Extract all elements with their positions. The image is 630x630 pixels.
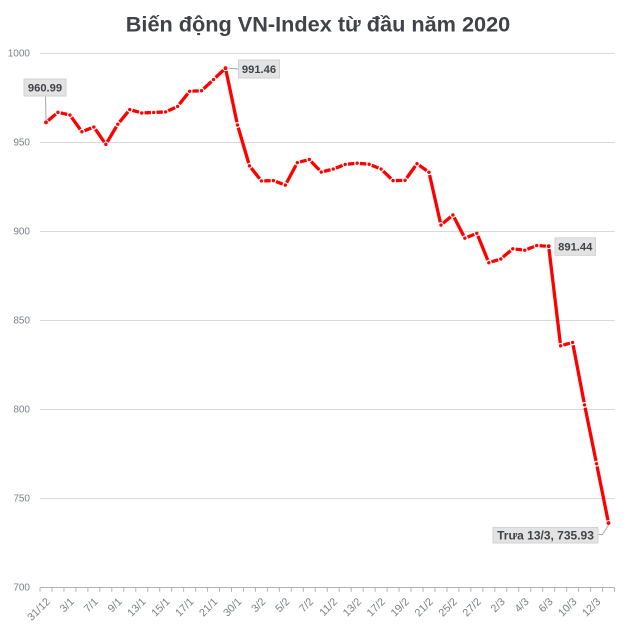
svg-text:891.44: 891.44 <box>558 242 593 254</box>
svg-text:850: 850 <box>13 315 30 326</box>
svg-text:750: 750 <box>13 493 30 504</box>
svg-text:700: 700 <box>13 582 30 593</box>
svg-text:1000: 1000 <box>8 48 31 59</box>
svg-text:900: 900 <box>13 226 30 237</box>
svg-text:991.46: 991.46 <box>242 64 276 76</box>
svg-text:Biến động VN-Index từ đầu năm: Biến động VN-Index từ đầu năm 2020 <box>126 12 510 37</box>
svg-text:950: 950 <box>13 137 30 148</box>
svg-text:960.99: 960.99 <box>28 83 62 95</box>
svg-text:Trưa 13/3, 735.93: Trưa 13/3, 735.93 <box>497 528 594 542</box>
svg-text:800: 800 <box>13 404 30 415</box>
